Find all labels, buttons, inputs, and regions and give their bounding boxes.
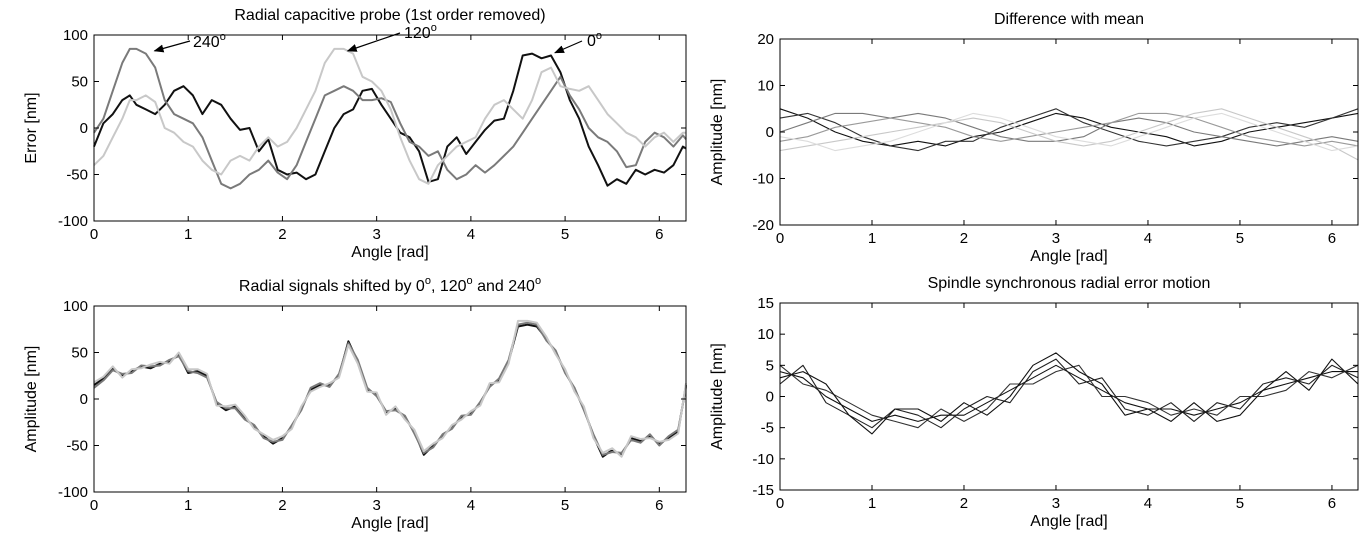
x-tick-label: 4 [467,497,475,514]
x-axis-label: Angle [rad] [1030,513,1107,530]
x-tick-label: 2 [960,230,968,247]
y-tick-label: 50 [71,345,88,362]
y-tick-label: 100 [63,298,88,315]
series-line-4 [779,112,1359,147]
y-tick-label: -50 [66,167,88,184]
y-axis-label: Amplitude [nm] [23,346,40,453]
plot-frame [779,38,1359,226]
x-tick-label: 3 [1052,230,1060,247]
annotation-label: 120o [404,22,437,42]
y-tick-label: 0 [766,389,774,406]
chart-probe: 0 1 2 3 4 5 6 100 50 0 -50 -100 Radial capacitive pr… [23,7,687,261]
y-tick-label: -50 [66,438,88,455]
annotation-arrow [153,40,191,53]
y-tick-label: 50 [71,74,88,91]
y-tick-label: 0 [766,124,774,141]
y-axis-label: Amplitude [nm] [709,343,726,450]
x-tick-label: 6 [1328,495,1336,512]
plot-frame [93,305,687,493]
y-tick-label: -100 [58,213,88,230]
series-line-3 [93,319,687,458]
series-line-2 [93,47,687,190]
x-tick-label: 5 [1236,230,1244,247]
series-line-3 [93,47,686,185]
y-tick-label: -15 [752,482,774,499]
series-line-1 [93,52,687,187]
x-tick-label: 5 [1236,495,1244,512]
x-tick-label: 0 [776,495,784,512]
y-tick-label: 15 [757,295,774,312]
x-axis-label: Angle [rad] [1030,248,1107,265]
annotation-arrow [554,40,583,54]
x-tick-label: 1 [184,226,192,243]
y-tick-label: 0 [80,391,88,408]
x-tick-label: 5 [561,497,569,514]
x-tick-label: 6 [655,497,663,514]
y-tick-label: 0 [80,120,88,137]
series-line-2 [93,321,687,456]
annotation-label: 0o [587,30,602,50]
chart-shifted: 0 1 2 3 4 5 6 100 50 0 -50 -100 Radial signals shift… [23,275,687,532]
series-line-5 [779,108,1359,161]
x-tick-label: 2 [960,495,968,512]
y-axis-label: Amplitude [nm] [709,79,726,186]
x-tick-label: 3 [372,226,380,243]
x-tick-label: 3 [372,497,380,514]
annotation-arrow [346,32,401,52]
chart-diff: 0 1 2 3 4 5 6 20 10 0 -10 -20 Difference with mean An… [709,11,1359,265]
chart-spindle: 0 1 2 3 4 5 6 15 10 5 0 -5 -10 -15 Spindle synchronous… [709,275,1359,530]
plot-frame [93,34,687,222]
annotation-label: 240o [193,31,226,51]
x-tick-label: 4 [467,226,475,243]
x-tick-label: 1 [868,495,876,512]
series-line-2 [779,108,1359,152]
y-tick-label: 20 [757,31,774,48]
y-tick-label: -5 [761,420,774,437]
series-line-3 [779,364,1359,429]
x-tick-label: 2 [278,497,286,514]
x-tick-label: 1 [184,497,192,514]
chart-title: Radial capacitive probe (1st order remov… [234,7,545,24]
x-tick-label: 0 [90,226,98,243]
x-axis-label: Angle [rad] [351,515,428,532]
x-tick-label: 6 [655,226,663,243]
x-tick-label: 0 [90,497,98,514]
chart-title: Spindle synchronous radial error motion [928,275,1211,292]
y-tick-label: -20 [752,217,774,234]
x-axis-label: Angle [rad] [351,244,428,261]
x-tick-label: 4 [1144,230,1152,247]
x-tick-label: 6 [1328,230,1336,247]
series-line-2 [779,358,1359,429]
chart-title: Radial signals shifted by 0o, 120o and 2… [239,275,541,295]
y-axis-label: Error [nm] [23,92,40,163]
x-tick-label: 2 [278,226,286,243]
y-tick-label: -100 [58,484,88,501]
y-tick-label: -10 [752,171,774,188]
y-tick-label: 10 [757,326,774,343]
series-line-4 [779,352,1359,435]
y-tick-label: -10 [752,451,774,468]
x-tick-label: 5 [561,226,569,243]
x-tick-label: 3 [1052,495,1060,512]
plot-frame [779,302,1359,491]
x-tick-label: 0 [776,230,784,247]
x-tick-label: 4 [1144,495,1152,512]
series-line-6 [779,112,1359,152]
series-line-1 [93,323,687,458]
y-tick-label: 5 [766,357,774,374]
chart-title: Difference with mean [994,11,1144,28]
x-tick-label: 1 [868,230,876,247]
y-tick-label: 10 [757,78,774,95]
y-tick-label: 100 [63,27,88,44]
